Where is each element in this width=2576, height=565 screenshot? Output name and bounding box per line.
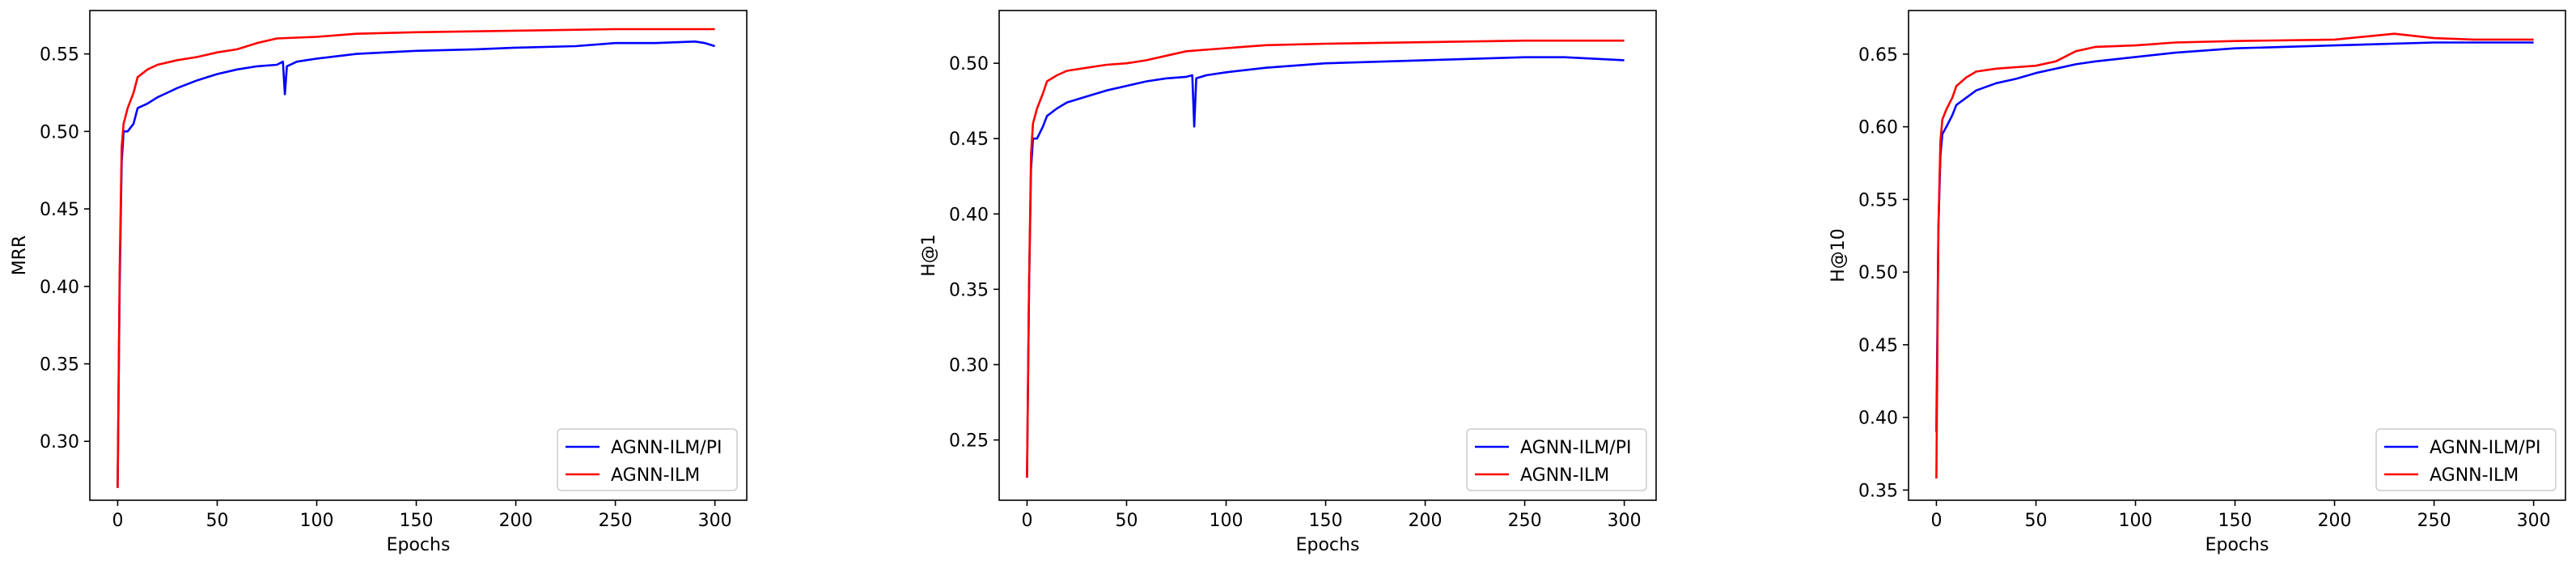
x-axis-label: Epochs: [387, 535, 451, 555]
legend-label: AGNN-ILM: [1520, 465, 1609, 486]
y-tick-label: 0.55: [40, 45, 79, 66]
x-axis-label: Epochs: [2205, 535, 2269, 555]
y-tick-label: 0.40: [1858, 409, 1898, 429]
x-tick-label: 50: [205, 511, 228, 531]
y-axis-label: MRR: [10, 236, 30, 276]
x-tick-label: 300: [1608, 511, 1642, 531]
x-tick-label: 100: [1210, 511, 1244, 531]
x-axis-label: Epochs: [1296, 535, 1360, 555]
x-tick-label: 200: [1409, 511, 1443, 531]
y-axis-label: H@10: [1828, 228, 1849, 282]
y-tick-label: 0.35: [40, 355, 79, 376]
x-tick-label: 50: [2024, 511, 2047, 531]
series-line-agnn-ilm: [1026, 39, 1625, 478]
x-tick-label: 0: [1930, 511, 1942, 531]
y-tick-label: 0.35: [949, 280, 989, 300]
plot-area: [89, 10, 748, 501]
y-tick-label: 0.30: [40, 432, 79, 452]
legend-box: [557, 428, 738, 491]
series-line-agnn-ilm: [1935, 32, 2534, 479]
legend-label: AGNN-ILM/PI: [1520, 438, 1631, 458]
legend-label: AGNN-ILM: [611, 465, 700, 486]
series-line-agnn-ilm: [117, 28, 715, 488]
y-tick-label: 0.25: [949, 431, 989, 452]
y-tick-label: 0.55: [1858, 190, 1898, 210]
series-line-agnn-ilm-pi: [117, 40, 715, 488]
legend: AGNN-ILM/PI AGNN-ILM: [1466, 428, 1647, 491]
chart-panel-2: 0 50 100 150 200 250 300 0.25 0.30 0.35 0.40 0.45 0.…: [919, 10, 1657, 555]
x-tick-label: 150: [400, 511, 434, 531]
x-tick-label: 150: [2218, 511, 2252, 531]
x-tick-label: 300: [2517, 511, 2551, 531]
chart-panel-1: 0 50 100 150 200 250 300 0.30 0.35 0.40 0.45 0.50 0.…: [10, 10, 748, 555]
y-axis-label: H@1: [919, 234, 939, 277]
y-tick-label: 0.40: [40, 278, 79, 298]
x-tick-label: 250: [2417, 511, 2451, 531]
y-tick-label: 0.50: [949, 54, 989, 74]
x-tick-label: 300: [698, 511, 732, 531]
x-tick-label: 100: [2119, 511, 2153, 531]
plot-area: [1908, 10, 2566, 501]
y-tick-label: 0.60: [1858, 118, 1898, 138]
legend: AGNN-ILM/PI AGNN-ILM: [557, 428, 738, 491]
legend-box: [2375, 428, 2557, 491]
y-tick-label: 0.50: [1858, 263, 1898, 283]
y-tick-label: 0.45: [40, 200, 79, 220]
legend-label: AGNN-ILM: [2430, 465, 2519, 486]
x-tick-label: 200: [499, 511, 533, 531]
plot-area: [998, 10, 1657, 501]
x-tick-label: 50: [1115, 511, 1138, 531]
y-tick-label: 0.50: [40, 122, 79, 142]
x-tick-label: 100: [300, 511, 334, 531]
x-tick-label: 250: [599, 511, 633, 531]
legend: AGNN-ILM/PI AGNN-ILM: [2375, 428, 2557, 491]
legend-label: AGNN-ILM/PI: [2430, 438, 2540, 458]
y-tick-label: 0.45: [1858, 336, 1898, 356]
x-tick-label: 0: [1021, 511, 1032, 531]
y-tick-label: 0.40: [949, 205, 989, 225]
y-tick-label: 0.65: [1858, 45, 1898, 66]
chart-panel-3: 0 50 100 150 200 250 300 0.35 0.40 0.45 0.50 0.55 0.…: [1828, 10, 2566, 555]
y-tick-label: 0.45: [949, 130, 989, 150]
series-line-agnn-ilm-pi: [1935, 41, 2534, 432]
x-tick-label: 150: [1309, 511, 1343, 531]
legend-label: AGNN-ILM/PI: [611, 438, 722, 458]
series-line-agnn-ilm-pi: [1026, 56, 1625, 478]
x-tick-label: 200: [2318, 511, 2352, 531]
legend-box: [1466, 428, 1647, 491]
x-tick-label: 250: [1508, 511, 1542, 531]
x-tick-label: 0: [112, 511, 123, 531]
y-tick-label: 0.35: [1858, 481, 1898, 501]
y-tick-label: 0.30: [949, 355, 989, 376]
